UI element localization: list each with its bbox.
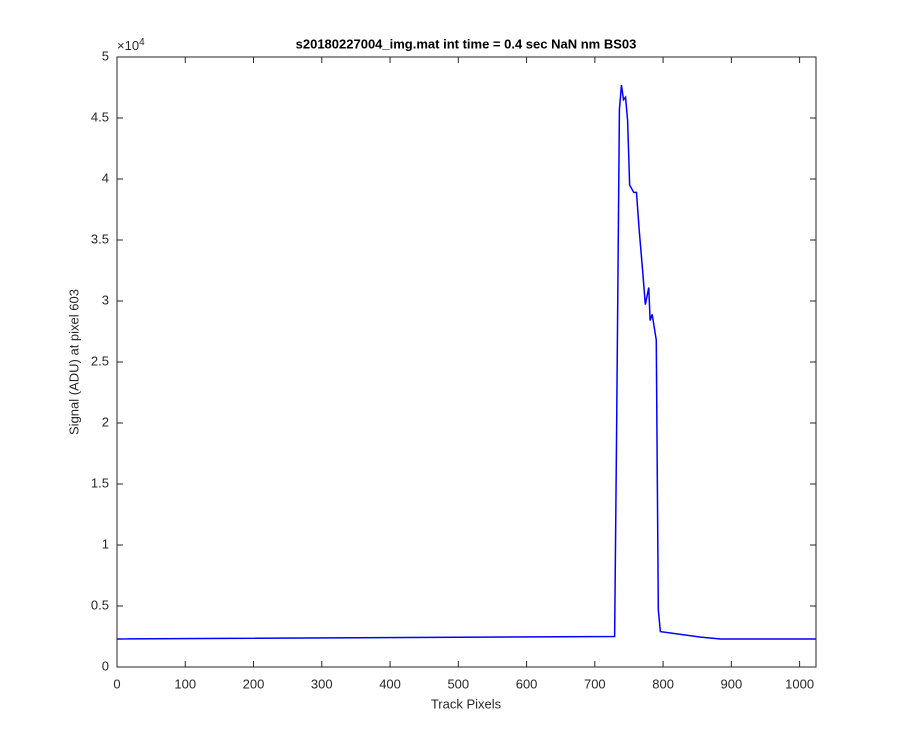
y-tick-label: 4	[102, 170, 109, 185]
y-tick-label: 0	[102, 658, 109, 673]
x-tick-label: 0	[113, 676, 120, 691]
y-tick-label: 0.5	[91, 597, 109, 612]
y-tick-label: 5	[102, 48, 109, 63]
plot-frame	[116, 56, 817, 668]
y-tick-label: 1	[102, 536, 109, 551]
x-tick-label: 200	[243, 676, 265, 691]
y-tick-label: 3.5	[91, 231, 109, 246]
y-tick-label: 4.5	[91, 109, 109, 124]
chart-title: s20180227004_img.mat int time = 0.4 sec …	[296, 36, 637, 51]
y-exponent-power: 4	[139, 37, 145, 48]
x-tick-label: 1000	[785, 676, 814, 691]
x-tick-label: 600	[516, 676, 538, 691]
x-tick-label: 800	[652, 676, 674, 691]
y-tick-label: 3	[102, 292, 109, 307]
y-tick-label: 2.5	[91, 353, 109, 368]
x-tick-label: 100	[174, 676, 196, 691]
x-tick-label: 300	[311, 676, 333, 691]
x-axis-label: Track Pixels	[431, 696, 502, 711]
y-axis-label: Signal (ADU) at pixel 603	[66, 289, 81, 435]
line-series	[116, 84, 816, 640]
x-tick-label: 900	[721, 676, 743, 691]
y-tick-label: 1.5	[91, 475, 109, 490]
y-exponent: ×104	[117, 37, 145, 54]
x-tick-label: 700	[584, 676, 606, 691]
x-tick-label: 400	[379, 676, 401, 691]
y-exponent-base: ×10	[117, 38, 139, 53]
x-tick-label: 500	[447, 676, 469, 691]
y-tick-label: 2	[102, 414, 109, 429]
